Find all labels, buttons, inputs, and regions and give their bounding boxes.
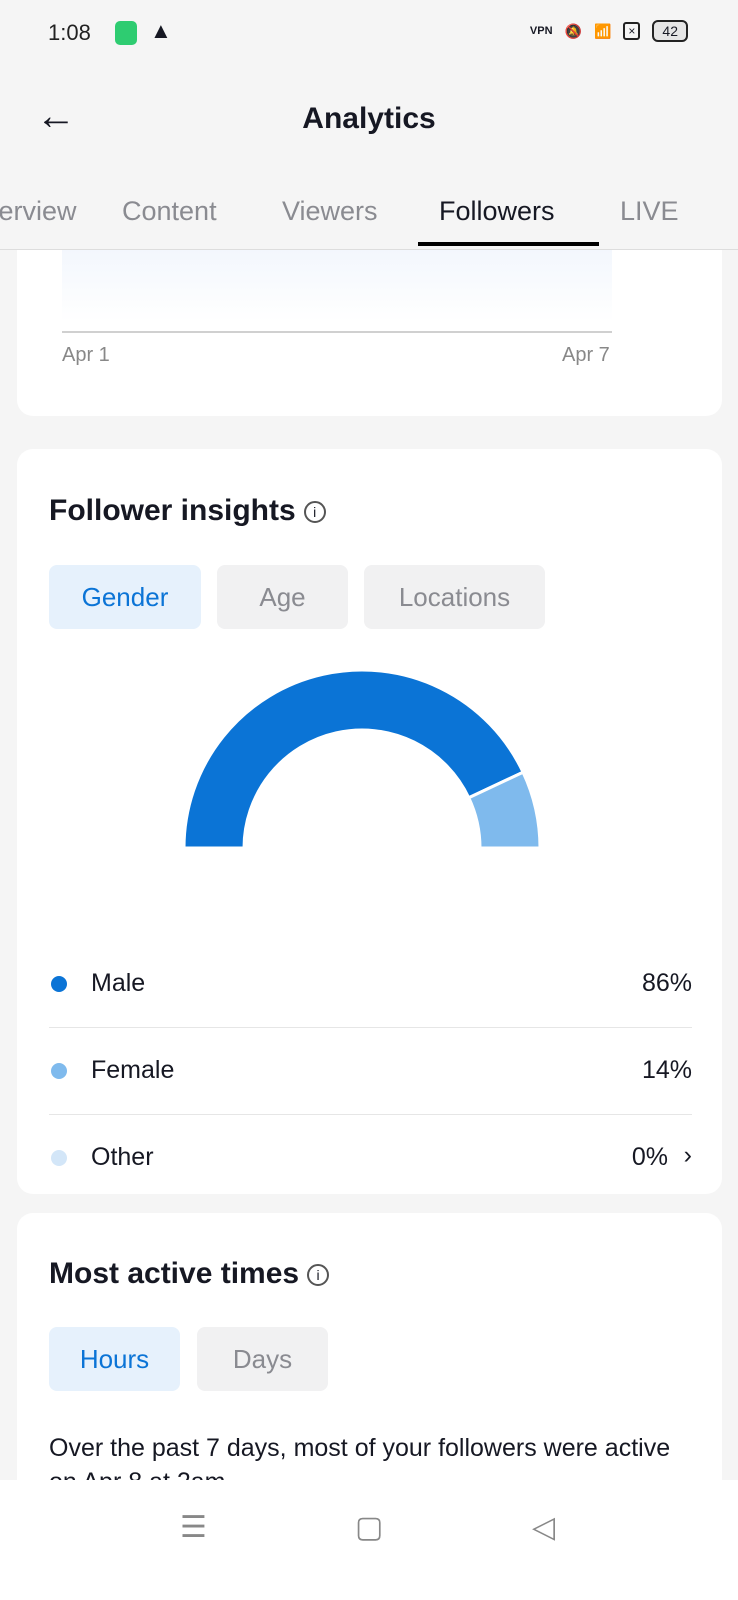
back-button[interactable]: ← [36, 94, 76, 138]
tab-viewers[interactable]: Viewers [282, 196, 378, 226]
battery-level: 42 [652, 20, 688, 42]
gender-half-donut-chart [182, 668, 542, 850]
vpn-icon: VPN [529, 25, 553, 37]
tab-followers[interactable]: Followers [439, 196, 555, 226]
section-title-text: Follower insights [49, 494, 296, 527]
x-tick: Apr 7 [562, 344, 610, 366]
tab-gender[interactable]: Gender [49, 565, 201, 629]
most-active-times-card: Most active times i Hours Days Over the p… [17, 1213, 722, 1513]
sim-icon: × [623, 22, 641, 40]
app-header: ← Analytics [0, 80, 738, 160]
male-dot [51, 976, 67, 992]
system-nav-bar: ☰ ▢ ◁ [0, 1480, 738, 1600]
tab-days[interactable]: Days [197, 1327, 328, 1391]
status-bar: 1:08 ▲ VPN 🔕 📶 × 42 [0, 0, 738, 66]
tab-live[interactable]: LIVE [620, 196, 679, 226]
chevron-right-icon[interactable]: › [683, 1141, 692, 1169]
chart-area [62, 250, 612, 322]
warning-icon: ▲ [150, 18, 172, 43]
legend-label: Other [91, 1143, 154, 1171]
legend-label: Female [91, 1056, 175, 1084]
tab-overview[interactable]: Overview [0, 196, 77, 226]
section-title: Follower insights i [49, 494, 326, 528]
divider [49, 1114, 692, 1115]
follower-insights-card: Follower insights i Gender Age Locations … [17, 449, 722, 1194]
x-tick: Apr 1 [62, 344, 110, 366]
legend-value: 86% [641, 969, 692, 997]
x-axis [62, 331, 612, 333]
legend-value: 0% [631, 1143, 668, 1171]
home-button[interactable]: ▢ [355, 1511, 384, 1544]
tab-bar: Overview Content Viewers Followers LIVE [0, 188, 738, 250]
donut-segment-female [466, 770, 542, 850]
mute-icon: 🔕 [564, 22, 582, 39]
wifi-icon: 📶 [593, 22, 612, 39]
legend-value: 14% [641, 1056, 692, 1084]
section-title-text: Most active times [49, 1257, 300, 1290]
back-nav-button[interactable]: ◁ [532, 1511, 556, 1544]
other-dot [51, 1150, 67, 1166]
tab-locations[interactable]: Locations [364, 565, 545, 629]
followers-chart-card: Apr 1 Apr 7 [17, 250, 722, 416]
recent-apps-button[interactable]: ☰ [180, 1511, 207, 1544]
divider [49, 1027, 692, 1028]
info-icon[interactable]: i [307, 1264, 330, 1287]
tab-hours[interactable]: Hours [49, 1327, 180, 1391]
info-icon[interactable]: i [303, 501, 326, 524]
female-dot [51, 1063, 67, 1079]
legend-row-other[interactable]: Other 0% › [49, 1115, 692, 1201]
legend-label: Male [91, 969, 146, 997]
page-title: Analytics [302, 102, 436, 135]
tab-age[interactable]: Age [217, 565, 348, 629]
clock: 1:08 [48, 20, 91, 45]
active-tab-indicator [418, 242, 599, 246]
section-title: Most active times i [49, 1257, 330, 1291]
legend-row-female: Female 14% [49, 1028, 692, 1114]
legend-row-male: Male 86% [49, 941, 692, 1027]
donut-segment-male [182, 668, 526, 850]
tab-content[interactable]: Content [122, 196, 217, 226]
battery-saver-icon [115, 21, 137, 45]
